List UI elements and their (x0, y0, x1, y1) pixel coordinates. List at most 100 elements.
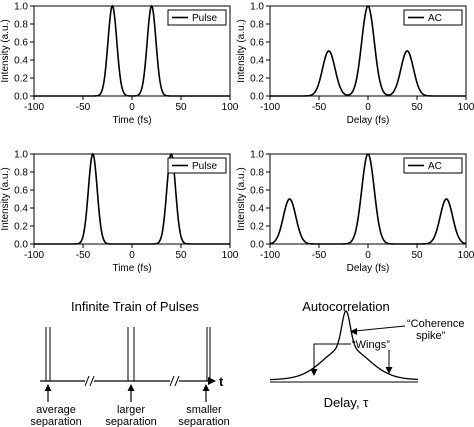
y-axis-label: Intensity (a.u.) (236, 167, 247, 230)
autocorr-xlabel: Delay, τ (324, 395, 369, 410)
pulse-chart-bottom: 0.0 0.2 0.4 0.6 0.8 1.0 -100 -50 0 50 100 Time (fs)… (0, 150, 239, 275)
y-tick-label: 0.6 (250, 186, 264, 197)
y-tick-label: 1.0 (14, 150, 28, 161)
spike-label: spike” (416, 330, 446, 342)
x-tick-label: 0 (129, 250, 135, 261)
y-tick-label: 0.6 (14, 38, 28, 49)
legend: AC (403, 9, 463, 26)
x-tick-label: -50 (76, 102, 91, 113)
label-average: average (36, 404, 76, 416)
x-tick-label: 50 (175, 102, 187, 113)
y-tick-label: 0.2 (14, 222, 28, 233)
x-tick-label: 50 (175, 250, 187, 261)
legend-label: AC (428, 161, 442, 172)
train-axis-symbol: t (219, 374, 224, 389)
legend-box (167, 157, 227, 174)
label-larger: larger (117, 404, 145, 416)
x-tick-label: 50 (411, 102, 423, 113)
x-tick-label: -50 (312, 102, 327, 113)
y-tick-label: 0.8 (250, 168, 264, 179)
y-tick-label: 1.0 (250, 150, 264, 161)
train-axis-arrowhead (208, 377, 216, 385)
x-tick-label: 0 (365, 250, 371, 261)
wings-label: “Wings” (352, 339, 390, 351)
legend-box (167, 9, 227, 26)
y-axis-label: Intensity (a.u.) (0, 167, 11, 230)
y-tick-label: 1.0 (250, 2, 264, 13)
y-tick-label: 0.0 (250, 240, 264, 251)
x-tick-label: -100 (260, 102, 280, 113)
autocorr-title: Autocorrelation (302, 299, 389, 314)
x-axis-label: Delay (fs) (347, 263, 390, 274)
x-tick-label: -50 (76, 250, 91, 261)
x-tick-label: -50 (312, 250, 327, 261)
coherence-arrowhead (350, 328, 357, 335)
wings-arrowhead-left (310, 369, 318, 376)
y-tick-label: 0.8 (250, 20, 264, 31)
legend: Pulse (167, 157, 227, 174)
legend: Pulse (167, 9, 227, 26)
y-tick-label: 0.0 (14, 92, 28, 103)
x-axis-label: Time (fs) (112, 115, 151, 126)
x-tick-label: 100 (222, 102, 239, 113)
x-tick-label: 50 (411, 250, 423, 261)
y-tick-label: 0.6 (14, 186, 28, 197)
series-line (270, 5, 466, 97)
axis-break-1 (84, 375, 95, 387)
smaller-separation-annotation: smaller separation (178, 384, 230, 427)
y-tick-label: 0.6 (250, 38, 264, 49)
x-axis-label: Delay (fs) (347, 115, 390, 126)
x-tick-label: -100 (24, 250, 44, 261)
y-tick-label: 0.8 (14, 20, 28, 31)
x-tick-label: 100 (458, 250, 474, 261)
y-tick-label: 0.4 (250, 204, 264, 215)
y-tick-label: 0.0 (250, 92, 264, 103)
pulse-chart-top: 0.0 0.2 0.4 0.6 0.8 1.0 -100 -50 0 50 100 Time (fs)… (0, 2, 239, 127)
coherence-label: “Coherence (407, 318, 464, 330)
y-tick-label: 0.2 (250, 222, 264, 233)
series-line (269, 153, 467, 245)
y-tick-label: 0.2 (14, 74, 28, 85)
legend-label: Pulse (192, 13, 217, 24)
label-smaller-separation: separation (178, 416, 229, 427)
coherence-arrow-line (354, 325, 406, 332)
ac-chart-top: 0.0 0.2 0.4 0.6 0.8 1.0 -100 -50 0 50 100 Delay (fs… (236, 2, 474, 127)
label-average-separation: separation (30, 416, 81, 427)
larger-separation-annotation: larger separation (105, 384, 157, 427)
wings-arrowhead-right (385, 367, 393, 374)
y-tick-label: 0.8 (14, 168, 28, 179)
axis-break-2 (169, 375, 180, 387)
label-larger-separation: separation (105, 416, 156, 427)
x-tick-label: 0 (365, 102, 371, 113)
y-tick-label: 0.4 (14, 204, 28, 215)
y-tick-label: 0.2 (250, 74, 264, 85)
legend-label: Pulse (192, 161, 217, 172)
y-axis-label: Intensity (a.u.) (236, 19, 247, 82)
charts-group: 0.0 0.2 0.4 0.6 0.8 1.0 -100 -50 0 50 100 Time (fs)… (0, 2, 474, 275)
y-tick-label: 0.4 (14, 56, 28, 67)
wings-arrow-left (313, 343, 351, 370)
y-tick-label: 0.4 (250, 56, 264, 67)
pulse-train-schematic: Infinite Train of Pulses t average separ… (30, 299, 229, 427)
autocorrelation-curve (269, 310, 419, 381)
series-line (34, 152, 230, 245)
train-title: Infinite Train of Pulses (71, 299, 199, 314)
legend-box (403, 157, 463, 174)
x-axis-label: Time (fs) (112, 263, 151, 274)
ac-chart-bottom: 0.0 0.2 0.4 0.6 0.8 1.0 -100 -50 0 50 100 Delay (fs… (236, 150, 474, 275)
x-tick-label: 100 (222, 250, 239, 261)
series-line (34, 4, 230, 97)
x-tick-label: -100 (24, 102, 44, 113)
y-axis-label: Intensity (a.u.) (0, 19, 11, 82)
y-tick-label: 0.0 (14, 240, 28, 251)
legend-label: AC (428, 13, 442, 24)
x-tick-label: 100 (458, 102, 474, 113)
y-tick-label: 1.0 (14, 2, 28, 13)
autocorrelation-schematic: Autocorrelation “Coherence spike” “Wings… (269, 299, 464, 410)
average-separation-annotation: average separation (30, 384, 82, 427)
legend: AC (403, 157, 463, 174)
label-smaller: smaller (186, 404, 222, 416)
legend-box (403, 9, 463, 26)
x-tick-label: -100 (260, 250, 280, 261)
